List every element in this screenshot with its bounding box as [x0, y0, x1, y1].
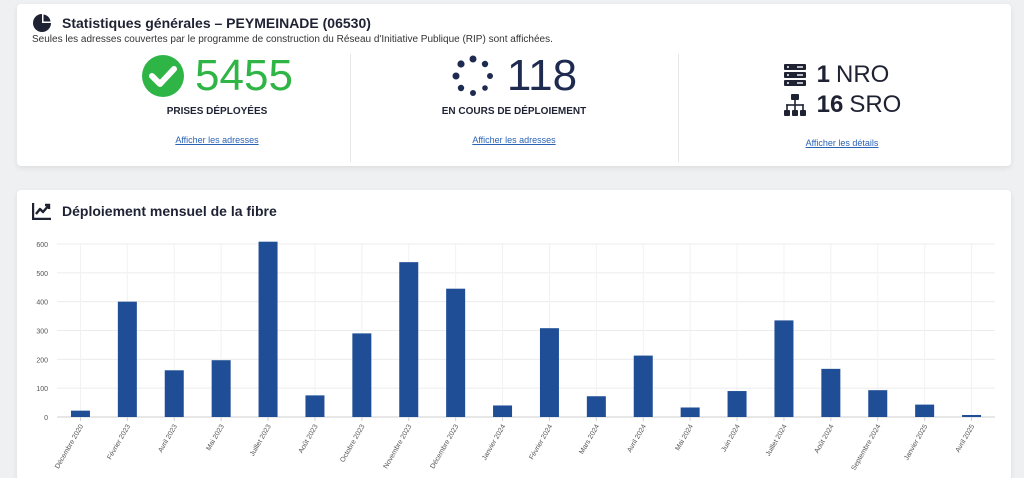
- y-tick-label: 400: [36, 300, 48, 307]
- show-in-progress-addresses-link[interactable]: Afficher les adresses: [472, 135, 556, 145]
- x-tick-label: Mai 2023: [205, 423, 226, 452]
- y-tick-label: 600: [36, 242, 48, 249]
- bar-juillet-2024[interactable]: [774, 320, 794, 417]
- x-tick-label: Février 2024: [528, 423, 554, 461]
- y-tick-label: 300: [36, 329, 48, 336]
- bar-novembre-2023[interactable]: [399, 262, 419, 417]
- sro-line: 16 SRO: [783, 90, 902, 120]
- bar-mars-2024[interactable]: [586, 396, 606, 417]
- y-tick-label: 0: [44, 415, 48, 422]
- x-tick-label: Juin 2024: [721, 423, 742, 453]
- x-tick-label: Août 2023: [298, 423, 320, 454]
- in-progress-stat: 118 EN COURS DE DÉPLOIEMENT Afficher les…: [384, 54, 644, 162]
- x-tick-label: Novembre 2023: [383, 423, 414, 470]
- bar-janvier-2025[interactable]: [915, 404, 935, 417]
- bar-mai-2024[interactable]: [680, 407, 700, 417]
- sro-label: SRO: [849, 91, 902, 118]
- check-circle-icon: [142, 55, 185, 97]
- bar-décembre-2023[interactable]: [446, 288, 466, 417]
- bar-décembre-2020[interactable]: [70, 410, 90, 417]
- x-tick-label: Janvier 2024: [481, 423, 507, 461]
- x-tick-label: Février 2023: [106, 423, 132, 461]
- stats-subtitle: Seules les adresses couvertes par le pro…: [32, 34, 553, 45]
- x-tick-label: Avril 2025: [955, 423, 977, 453]
- bar-avril-2023[interactable]: [164, 370, 184, 417]
- deployed-label: PRISES DÉPLOYÉES: [166, 106, 268, 117]
- nro-label: NRO: [836, 61, 890, 88]
- stats-title: Statistiques générales – PEYMEINADE (065…: [62, 15, 371, 31]
- line-chart-icon: [32, 203, 51, 220]
- show-details-link[interactable]: Afficher les détails: [805, 138, 879, 148]
- deployed-count: 5455: [195, 51, 293, 100]
- x-tick-label: Octobre 2023: [339, 423, 366, 463]
- x-tick-label: Décembre 2023: [429, 423, 460, 470]
- deployed-stat: 5455 PRISES DÉPLOYÉES Afficher les adres…: [87, 54, 347, 162]
- y-tick-label: 100: [36, 386, 48, 393]
- infrastructure-stat: 1 NRO 16 SRO: [712, 60, 972, 168]
- show-deployed-addresses-link[interactable]: Afficher les adresses: [175, 135, 259, 145]
- pie-chart-icon: [33, 13, 52, 32]
- x-tick-label: Mars 2024: [578, 423, 601, 455]
- in-progress-count: 118: [506, 51, 578, 100]
- nro-count: 1: [816, 61, 830, 88]
- y-tick-label: 200: [36, 357, 48, 364]
- monthly-deployment-card: Déploiement mensuel de la fibre 0 100 200 3…: [17, 190, 1011, 478]
- x-tick-label: Août 2024: [814, 423, 836, 454]
- deployment-bar-chart: 0 100 200 300 400 500 600 Décembre 2020 Février …: [36, 241, 995, 472]
- x-tick-label: Décembre 2020: [54, 423, 85, 470]
- x-tick-label: Avril 2024: [626, 423, 648, 453]
- bar-avril-2024[interactable]: [633, 355, 653, 417]
- bar-février-2024[interactable]: [539, 328, 559, 417]
- bar-mai-2023[interactable]: [211, 360, 231, 417]
- bar-octobre-2023[interactable]: [352, 333, 372, 417]
- bar-juin-2024[interactable]: [727, 391, 747, 417]
- sro-count: 16: [816, 91, 844, 118]
- x-tick-label: Juillet 2024: [765, 423, 789, 457]
- bar-août-2024[interactable]: [821, 368, 841, 417]
- x-tick-label: Juillet 2023: [249, 423, 273, 457]
- x-tick-label: Avril 2023: [157, 423, 179, 453]
- chart-title: Déploiement mensuel de la fibre: [62, 203, 277, 219]
- x-tick-label: Janvier 2025: [903, 423, 929, 461]
- stats-header: Statistiques générales – PEYMEINADE (065…: [32, 13, 371, 33]
- bar-janvier-2024[interactable]: [493, 405, 513, 417]
- x-tick-label: Mai 2024: [674, 423, 695, 452]
- x-tick-label: Septembre 2024: [851, 423, 883, 471]
- general-stats-card: Statistiques générales – PEYMEINADE (065…: [17, 4, 1011, 166]
- bar-février-2023[interactable]: [117, 301, 137, 417]
- bar-avril-2025[interactable]: [962, 414, 982, 417]
- divider: [678, 54, 679, 162]
- chart-header: Déploiement mensuel de la fibre: [32, 202, 277, 220]
- server-icon: [783, 64, 806, 86]
- divider: [350, 54, 351, 162]
- in-progress-label: EN COURS DE DÉPLOIEMENT: [441, 106, 587, 117]
- spinner-icon: [452, 55, 493, 96]
- sitemap-icon: [783, 94, 806, 116]
- bar-août-2023[interactable]: [305, 395, 325, 417]
- bar-juillet-2023[interactable]: [258, 241, 278, 417]
- y-tick-label: 500: [36, 271, 48, 278]
- bar-septembre-2024[interactable]: [868, 390, 888, 417]
- nro-line: 1 NRO: [783, 60, 902, 90]
